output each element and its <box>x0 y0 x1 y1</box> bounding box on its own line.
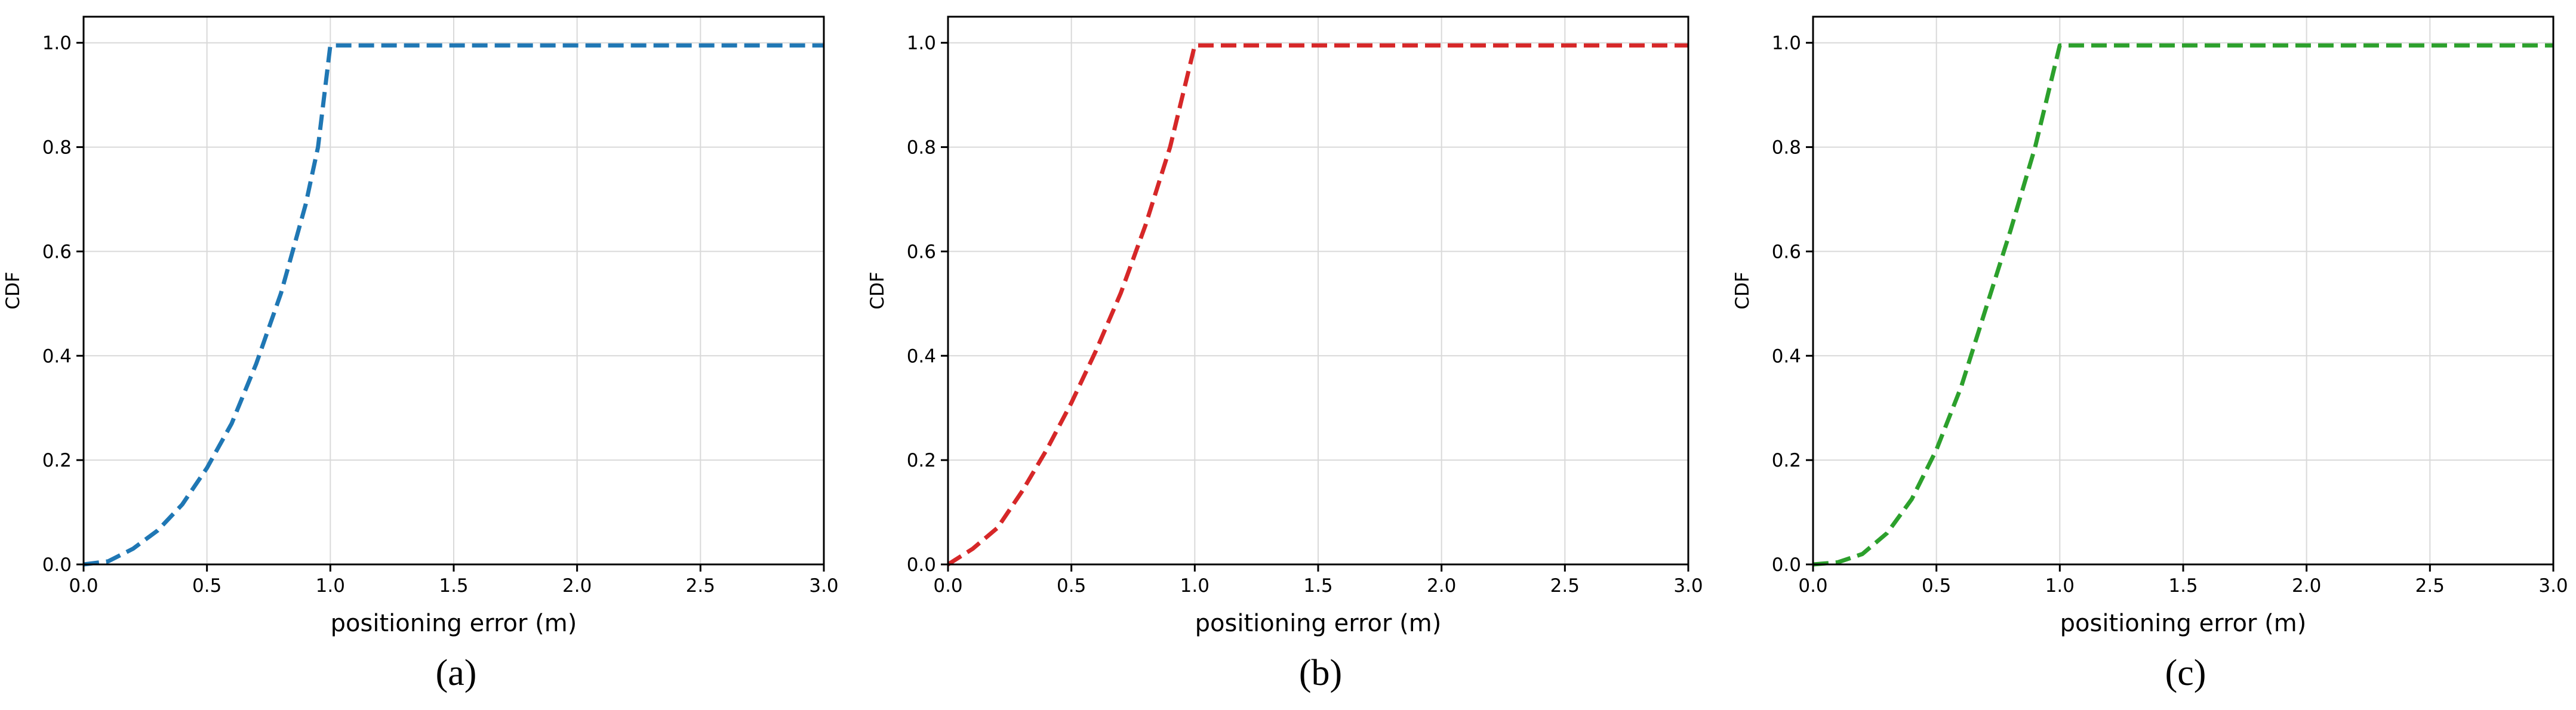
x-axis-label: positioning error (m) <box>331 610 577 637</box>
x-tick-label: 3.0 <box>2538 575 2568 597</box>
y-tick-label: 0.6 <box>42 241 72 263</box>
x-tick-label: 0.0 <box>69 575 98 597</box>
x-tick-label: 0.5 <box>192 575 221 597</box>
y-tick-label: 0.2 <box>907 450 936 471</box>
x-tick-label: 0.0 <box>933 575 962 597</box>
x-axis-label: positioning error (m) <box>2060 610 2307 637</box>
y-tick-label: 0.4 <box>1772 345 1801 367</box>
cdf-series-line <box>947 43 1688 566</box>
y-tick-label: 0.8 <box>907 137 936 159</box>
y-tick-label: 0.2 <box>42 450 72 471</box>
x-tick-label: 2.5 <box>686 575 715 597</box>
panel-label: (b) <box>1299 653 1342 693</box>
y-tick-label: 0.8 <box>42 137 72 159</box>
y-tick-label: 0.6 <box>907 241 936 263</box>
x-tick-label: 1.0 <box>1180 575 1209 597</box>
y-tick-label: 0.4 <box>907 345 936 367</box>
y-tick-label: 0.6 <box>1772 241 1801 263</box>
y-tick-label: 1.0 <box>1772 33 1801 54</box>
x-tick-label: 0.5 <box>1057 575 1086 597</box>
y-tick-label: 0.2 <box>1772 450 1801 471</box>
x-tick-label: 1.5 <box>439 575 468 597</box>
x-tick-label: 0.0 <box>1798 575 1827 597</box>
x-tick-label: 2.5 <box>2415 575 2445 597</box>
x-tick-label: 2.0 <box>562 575 592 597</box>
chart-panel-2: 0.0 0.5 1.0 1.5 2.0 2.5 3.0 0.0 0.2 0.4 0.6 0.8 1.0 p… <box>1732 16 2568 693</box>
x-tick-label: 3.0 <box>809 575 838 597</box>
x-axis-label: positioning error (m) <box>1195 610 1442 637</box>
y-axis-label: CDF <box>1732 271 1753 309</box>
y-tick-label: 1.0 <box>42 33 72 54</box>
x-tick-label: 0.5 <box>1922 575 1951 597</box>
x-tick-label: 1.0 <box>2045 575 2075 597</box>
y-axis-label: CDF <box>2 271 24 309</box>
x-tick-label: 1.0 <box>316 575 345 597</box>
cdf-series-line <box>1812 43 2553 567</box>
x-tick-label: 2.5 <box>1550 575 1580 597</box>
x-tick-label: 2.0 <box>2292 575 2321 597</box>
y-tick-label: 0.0 <box>1772 554 1801 576</box>
y-tick-label: 0.0 <box>907 554 936 576</box>
y-tick-label: 1.0 <box>907 33 936 54</box>
cdf-series-line <box>83 43 824 567</box>
y-tick-label: 0.4 <box>42 345 72 367</box>
y-axis-label: CDF <box>867 271 888 309</box>
x-tick-label: 1.5 <box>1303 575 1332 597</box>
panel-label: (a) <box>436 653 477 693</box>
x-tick-label: 2.0 <box>1427 575 1456 597</box>
y-tick-label: 0.8 <box>1772 137 1801 159</box>
chart-panel-0: 0.0 0.5 1.0 1.5 2.0 2.5 3.0 0.0 0.2 0.4 0.6 0.8 1.0 p… <box>2 16 839 693</box>
y-tick-label: 0.0 <box>42 554 72 576</box>
x-tick-label: 1.5 <box>2168 575 2198 597</box>
chart-panel-1: 0.0 0.5 1.0 1.5 2.0 2.5 3.0 0.0 0.2 0.4 0.6 0.8 1.0 p… <box>867 16 1703 693</box>
panel-label: (c) <box>2165 653 2206 693</box>
x-tick-label: 3.0 <box>1673 575 1703 597</box>
